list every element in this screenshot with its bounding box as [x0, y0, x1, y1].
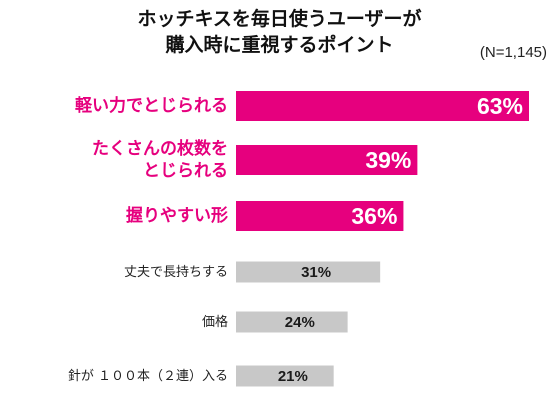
bar-1: [236, 91, 529, 121]
category-label-3-line-1: 握りやすい形: [126, 206, 228, 226]
bar-value-label-3: 36%: [351, 203, 397, 229]
bar-5: [236, 311, 348, 333]
category-label-5-line-1: 価格: [201, 314, 228, 330]
chart-title-line-1: ホッチキスを毎日使うユーザーが: [137, 8, 422, 30]
category-label-3: 握りやすい形: [0, 205, 228, 227]
bar-3: [236, 201, 404, 231]
bar-value-label-2: 39%: [365, 147, 411, 173]
bar-value-label-6: 21%: [278, 368, 308, 385]
category-label-6-line-1: 針が １００本（２連）入る: [67, 368, 228, 384]
bar-value-label-5: 24%: [285, 314, 315, 331]
category-label-1-line-1: 軽い力でとじられる: [75, 96, 228, 116]
bar-value-label-4: 31%: [301, 264, 331, 281]
bar-6: [236, 365, 334, 387]
category-label-1: 軽い力でとじられる: [0, 95, 228, 117]
bar-2: [236, 145, 418, 175]
bar-value-label-1: 63%: [477, 93, 523, 119]
sample-size-note: (N=1,145): [479, 44, 547, 61]
category-label-4-line-1: 丈夫で長持ちする: [123, 264, 228, 280]
category-label-2: たくさんの枚数を とじられる: [0, 138, 228, 182]
bar-4: [236, 261, 381, 283]
category-label-4: 丈夫で長持ちする: [0, 264, 228, 281]
category-label-6: 針が １００本（２連）入る: [0, 368, 228, 385]
category-label-2-line-1: たくさんの枚数を: [92, 139, 228, 159]
chart-title-line-2: 購入時に重視するポイント: [165, 34, 394, 56]
category-label-2-line-2: とじられる: [143, 161, 228, 181]
category-label-5: 価格: [0, 314, 228, 331]
